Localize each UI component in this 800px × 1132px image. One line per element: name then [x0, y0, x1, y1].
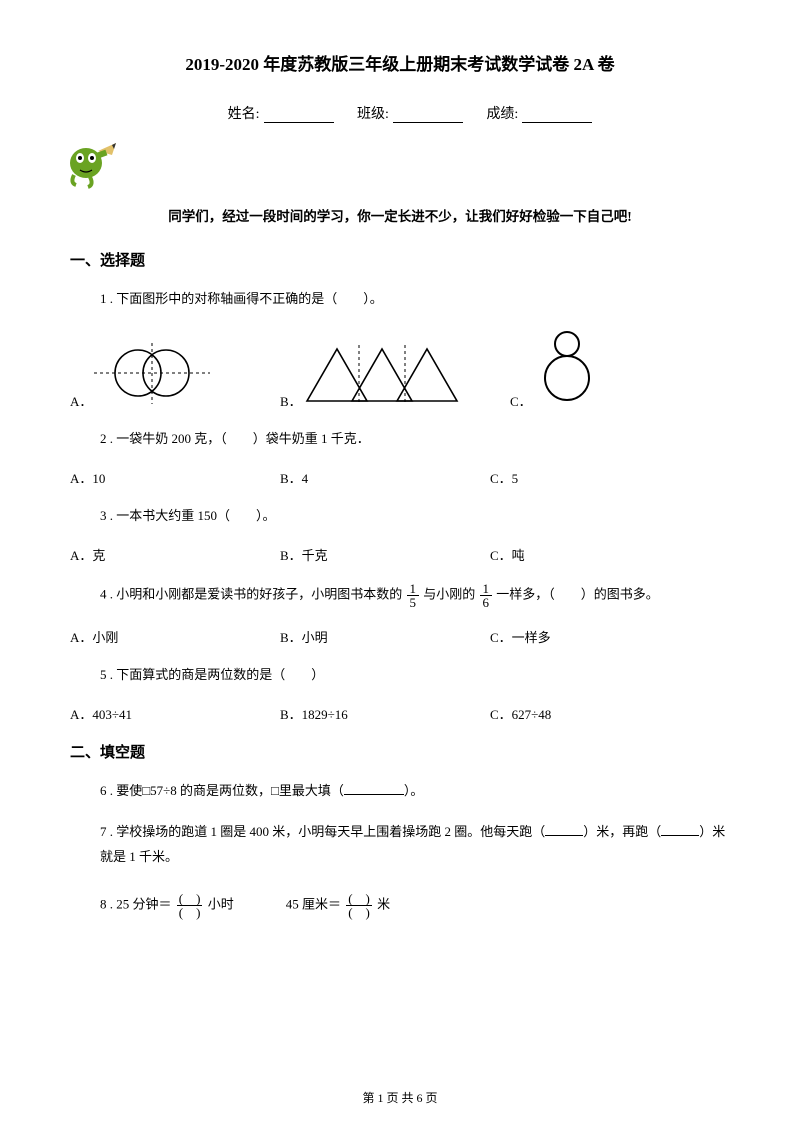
q6-pre: 6 . 要使□57÷8 的商是两位数，□里最大填（ [100, 783, 344, 798]
q1-option-b-label: B． [280, 391, 302, 410]
class-label: 班级: [357, 107, 389, 122]
q2-options: A．10 B．4 C．5 [70, 468, 730, 487]
q3-text: 3 . 一本书大约重 150（ ）。 [100, 505, 730, 527]
q8-fraction-1: ( )( ) [177, 892, 203, 919]
q4-fraction-1: 15 [407, 582, 420, 609]
name-blank [264, 109, 334, 123]
q5-option-b: B．1829÷16 [280, 704, 490, 723]
q2-text: 2 . 一袋牛奶 200 克，（ ）袋牛奶重 1 千克． [100, 428, 730, 450]
q4-options: A．小刚 B．小明 C．一样多 [70, 627, 730, 646]
q1-option-a-label: A． [70, 391, 92, 410]
q1-figure-c [532, 328, 602, 410]
q1-text: 1 . 下面图形中的对称轴画得不正确的是（ ）。 [100, 288, 730, 310]
pencil-icon [60, 141, 730, 193]
student-info-line: 姓名: 班级: 成绩: [70, 103, 730, 123]
q4-option-a: A．小刚 [70, 627, 280, 646]
q4-mid: 与小刚的 [423, 587, 475, 602]
q4-post: 一样多，（ ）的图书多。 [496, 587, 659, 602]
q8-post: 米 [377, 896, 390, 911]
section-2-title: 二、填空题 [70, 741, 730, 762]
q8-mid: 小时 45 厘米＝ [208, 896, 341, 911]
q4-pre: 4 . 小明和小刚都是爱读书的好孩子，小明图书本数的 [100, 587, 402, 602]
q8-pre: 8 . 25 分钟＝ [100, 896, 172, 911]
q6-post: ）。 [404, 783, 424, 798]
q3-options: A．克 B．千克 C．吨 [70, 545, 730, 564]
score-blank [522, 109, 592, 123]
q1-figures: A． B． [70, 328, 730, 410]
q7-blank-1 [545, 823, 583, 836]
name-label: 姓名: [228, 107, 260, 122]
section-1-title: 一、选择题 [70, 249, 730, 270]
q1-figure-b [302, 341, 462, 410]
q7-pre: 7 . 学校操场的跑道 1 圈是 400 米，小明每天早上围着操场跑 2 圈。他… [100, 824, 545, 839]
q5-options: A．403÷41 B．1829÷16 C．627÷48 [70, 704, 730, 723]
q4-fraction-2: 16 [480, 582, 493, 609]
q3-option-c: C．吨 [490, 545, 700, 564]
q2-option-a: A．10 [70, 468, 280, 487]
q7-blank-2 [661, 823, 699, 836]
q5-option-c: C．627÷48 [490, 704, 700, 723]
q4-option-b: B．小明 [280, 627, 490, 646]
page-footer: 第 1 页 共 6 页 [0, 1089, 800, 1106]
encourage-text: 同学们，经过一段时间的学习，你一定长进不少，让我们好好检验一下自己吧! [70, 205, 730, 225]
q1-figure-a [92, 341, 212, 410]
q3-option-a: A．克 [70, 545, 280, 564]
q2-option-b: B．4 [280, 468, 490, 487]
q1-option-c-label: C． [510, 391, 532, 410]
q8-fraction-2: ( )( ) [346, 892, 372, 919]
q6-blank [344, 782, 404, 795]
q7-text: 7 . 学校操场的跑道 1 圈是 400 米，小明每天早上围着操场跑 2 圈。他… [100, 820, 730, 869]
q5-text: 5 . 下面算式的商是两位数的是（ ） [100, 664, 730, 686]
q8-text: 8 . 25 分钟＝ ( )( ) 小时 45 厘米＝ ( )( ) 米 [100, 892, 730, 919]
q3-option-b: B．千克 [280, 545, 490, 564]
exam-title: 2019-2020 年度苏教版三年级上册期末考试数学试卷 2A 卷 [70, 50, 730, 75]
q7-mid: ）米，再跑（ [583, 824, 661, 839]
q4-text: 4 . 小明和小刚都是爱读书的好孩子，小明图书本数的 15 与小刚的 16 一样… [100, 582, 730, 609]
score-label: 成绩: [486, 107, 518, 122]
q2-option-c: C．5 [490, 468, 700, 487]
q5-option-a: A．403÷41 [70, 704, 280, 723]
q6-text: 6 . 要使□57÷8 的商是两位数，□里最大填（ ）。 [100, 780, 730, 802]
class-blank [393, 109, 463, 123]
q4-option-c: C．一样多 [490, 627, 700, 646]
